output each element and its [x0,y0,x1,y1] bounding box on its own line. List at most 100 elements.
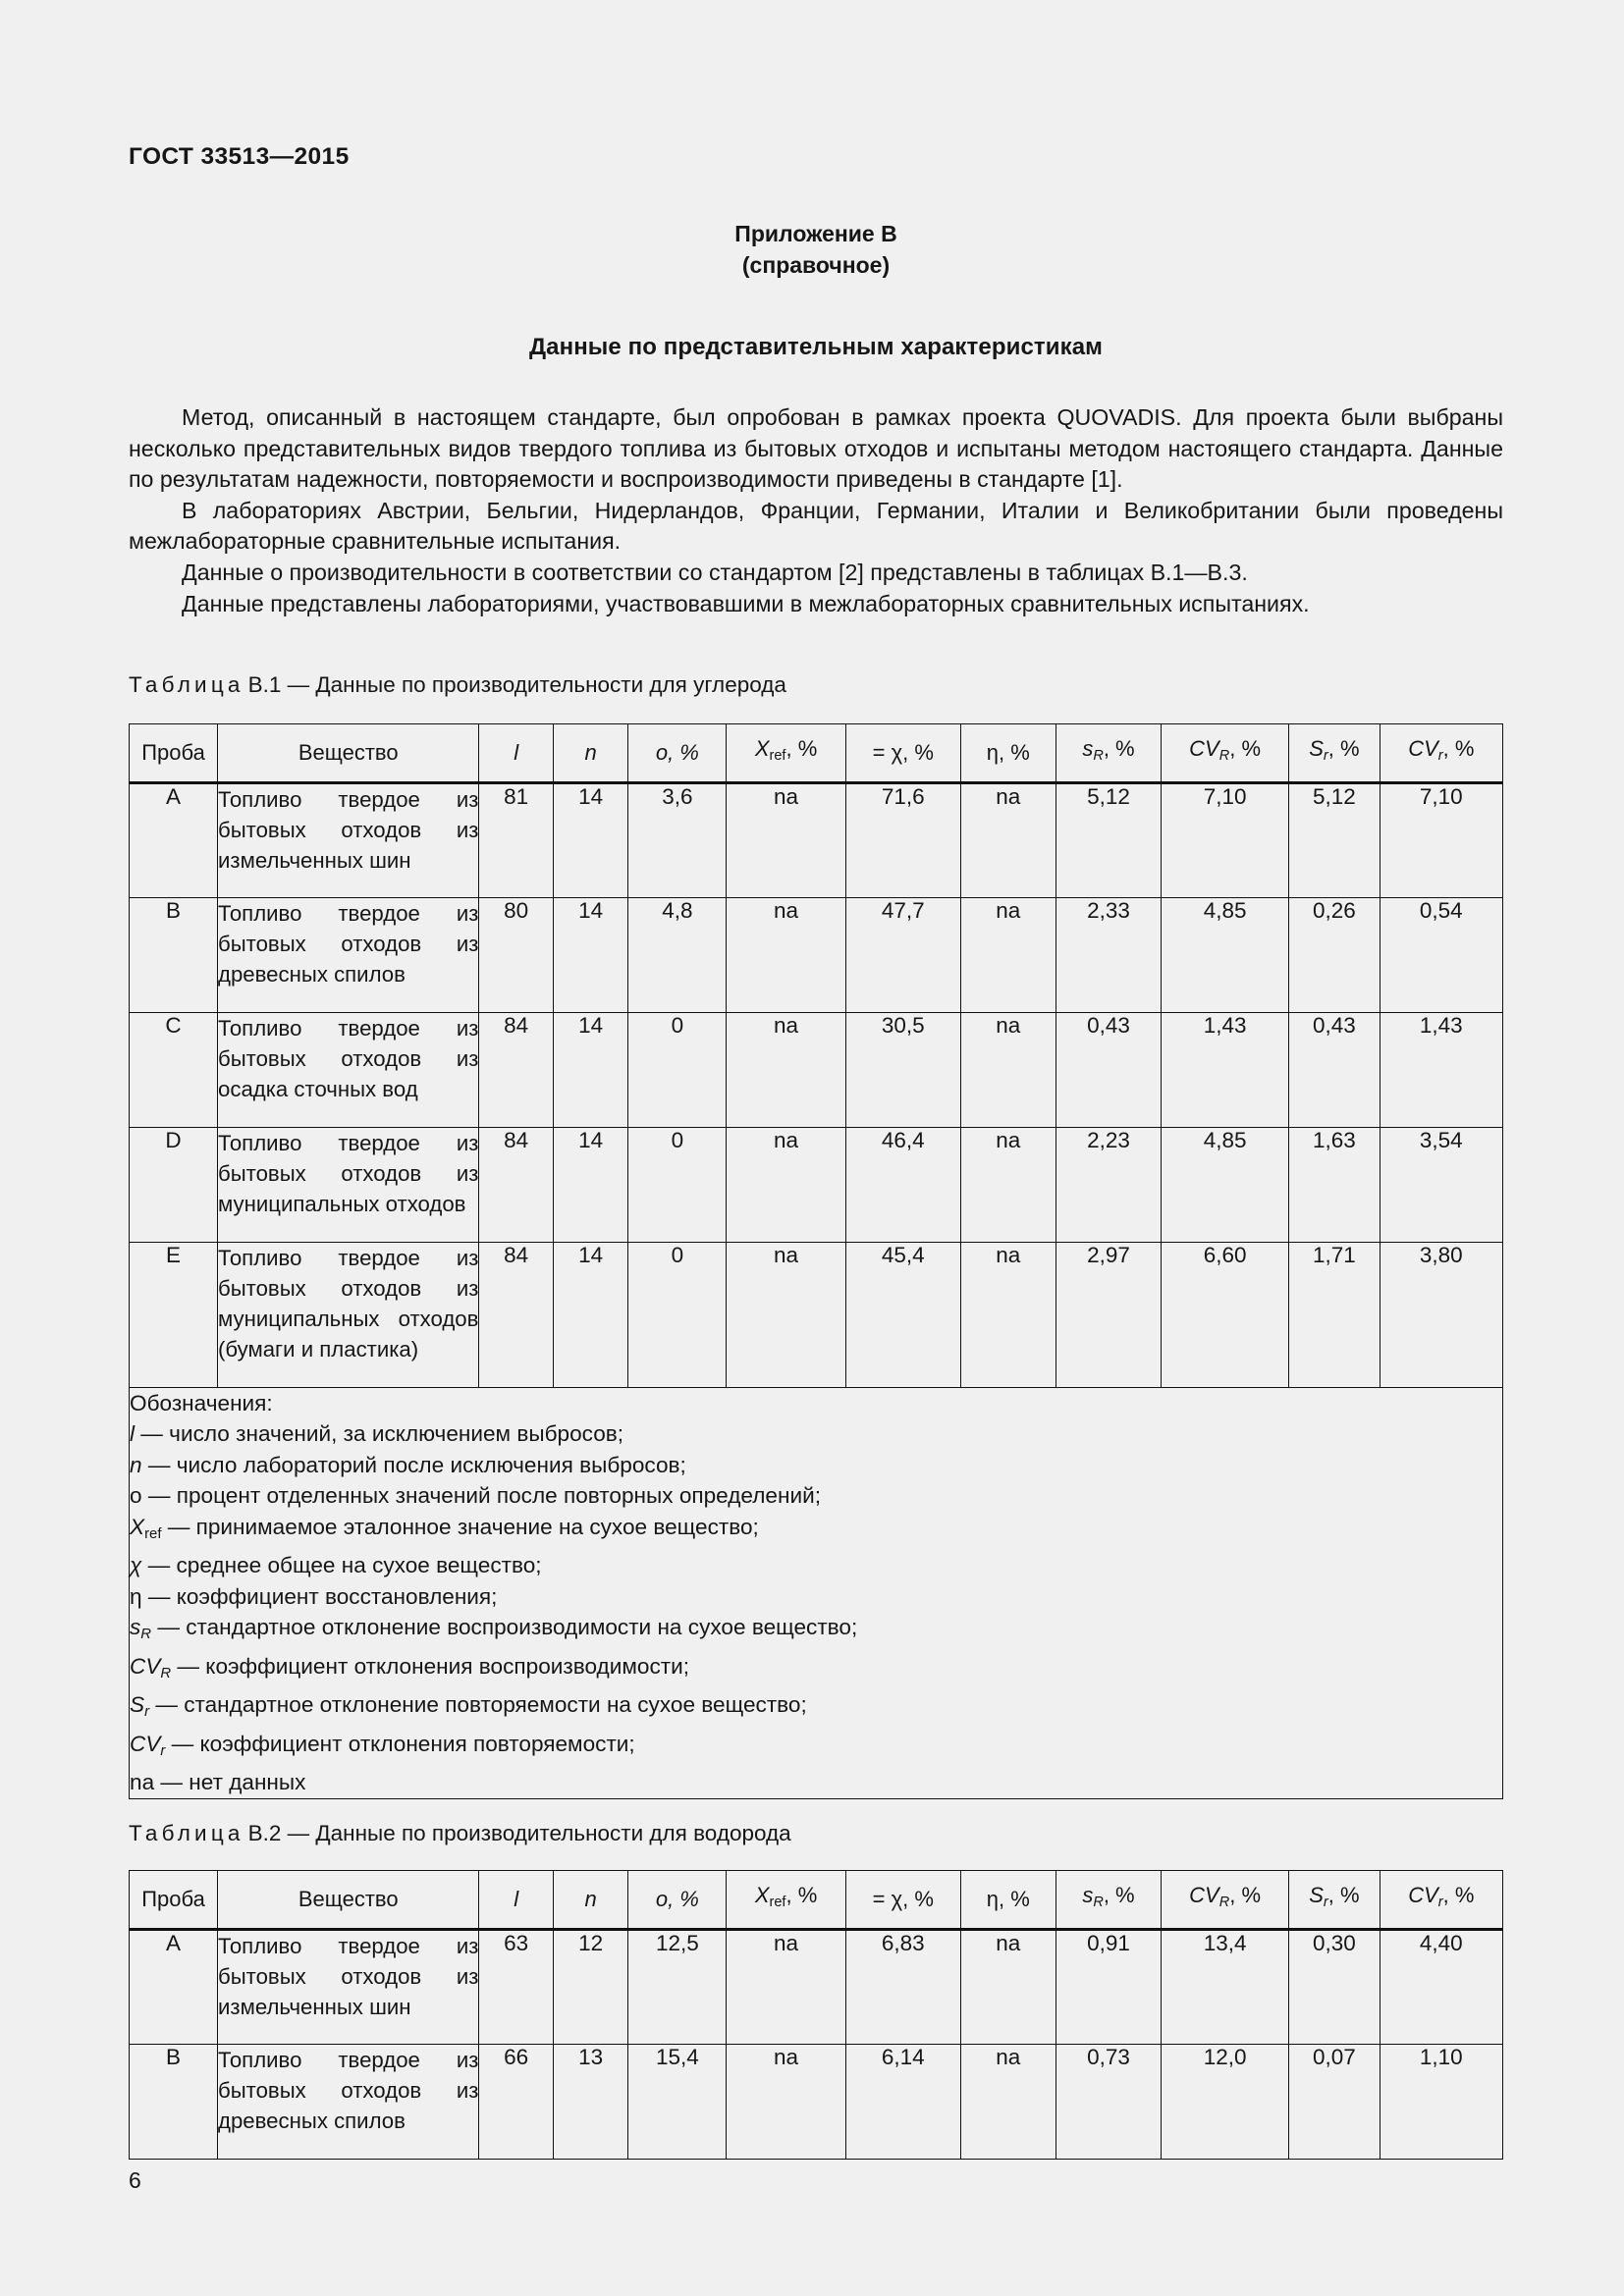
col-header-chi: = χ, % [844,722,961,785]
table-row: E Топливо твердое из бытовых отходов из м… [128,1242,1504,1389]
legend-item: l — число значений, за исключением выбро… [130,1421,624,1447]
cell-l: 81 [478,782,554,899]
cell-chi: 47,7 [844,897,961,1014]
cell-sr: 2,33 [1055,897,1163,1014]
cell-srr: 0,07 [1288,2044,1380,2161]
cell-chi: 45,4 [844,1242,961,1389]
cell-n: 14 [552,1127,629,1244]
cell-cvrr: 7,10 [1379,782,1504,899]
cell-sr: 2,97 [1055,1242,1163,1389]
cell-substance: Топливо твердое из бытовых отходов из из… [217,782,480,899]
cell-cvrr: 1,10 [1379,2044,1504,2161]
cell-sr: 0,43 [1055,1012,1163,1129]
table-row: B Топливо твердое из бытовых отходов из д… [128,2044,1504,2161]
cell-o: 0 [627,1012,728,1129]
cell-cvrr: 0,54 [1379,897,1504,1014]
cell-srr: 1,71 [1288,1242,1380,1389]
cell-chi: 6,14 [844,2044,961,2161]
cell-cvr: 7,10 [1161,782,1290,899]
cell-srr: 1,63 [1288,1127,1380,1244]
paragraph-2: В лабораториях Австрии, Бельгии, Нидерла… [129,497,1503,555]
col-header-srr: Sr, % [1288,722,1380,785]
page-number: 6 [129,2167,141,2193]
paragraph-3: Данные о производительности в соответств… [182,559,1248,585]
table-b1-container: Проба Вещество l n o, % Xref, % = χ, % η… [128,722,1504,1799]
table-b1-header-row: Проба Вещество l n o, % Xref, % = χ, % η… [128,722,1504,785]
cell-o: 3,6 [627,782,728,899]
paragraph-1: Метод, описанный в настоящем стандарте, … [129,404,1503,493]
cell-o: 4,8 [627,897,728,1014]
cell-srr: 0,30 [1288,1929,1380,2046]
table-b2-caption-word: Таблица [129,1821,244,1845]
legend-item: na — нет данных [130,1770,306,1795]
table-b2: Проба Вещество l n o, % Xref, % = χ, % η… [128,1869,1504,2161]
table-b2-caption-number: В.2 [247,1821,282,1845]
cell-sr: 0,91 [1055,1929,1163,2046]
table-b1-caption-number: В.1 [247,672,282,697]
col-header-xref: Xref, % [726,722,846,785]
cell-sr: 2,23 [1055,1127,1163,1244]
cell-l: 84 [478,1127,554,1244]
table-b1-caption-text: — Данные по производительности для углер… [287,672,786,697]
cell-chi: 30,5 [844,1012,961,1129]
col-header-o: o, % [627,1869,728,1932]
col-header-l: l [478,722,554,785]
appendix-header: Приложение В (справочное) [129,218,1503,281]
cell-n: 14 [552,1242,629,1389]
table-b1: Проба Вещество l n o, % Xref, % = χ, % η… [128,722,1504,1799]
cell-cvr: 6,60 [1161,1242,1290,1389]
cell-substance: Топливо твердое из бытовых отходов из ос… [217,1012,480,1129]
cell-sample: E [128,1242,219,1389]
cell-l: 63 [478,1929,554,2046]
col-header-substance: Вещество [217,722,480,785]
table-row: D Топливо твердое из бытовых отходов из м… [128,1127,1504,1244]
running-header-standard-id: ГОСТ 33513—2015 [129,143,350,170]
legend-item: sR — стандартное отклонение воспроизводи… [130,1615,858,1643]
col-header-substance: Вещество [217,1869,480,1932]
paragraph-4: Данные представлены лабораториями, участ… [182,590,1310,616]
table-b1-caption: Таблица В.1 — Данные по производительност… [129,671,786,699]
cell-cvr: 4,85 [1161,897,1290,1014]
legend-item: Sr — стандартное отклонение повторяемост… [130,1692,807,1721]
table-b1-caption-word: Таблица [129,672,244,697]
col-header-n: n [552,722,629,785]
cell-srr: 0,43 [1288,1012,1380,1129]
table-b2-header-row: Проба Вещество l n o, % Xref, % = χ, % η… [128,1869,1504,1932]
cell-xref: na [726,782,846,899]
cell-sample: A [128,1929,219,2046]
cell-substance: Топливо твердое из бытовых отходов из из… [217,1929,480,2046]
table-b2-container: Проба Вещество l n o, % Xref, % = χ, % η… [128,1869,1504,2161]
cell-eta: na [959,1012,1056,1129]
col-header-srr: Sr, % [1288,1869,1380,1932]
col-header-cvr: CVR, % [1161,722,1290,785]
col-header-l: l [478,1869,554,1932]
cell-sr: 0,73 [1055,2044,1163,2161]
cell-xref: na [726,1929,846,2046]
cell-xref: na [726,2044,846,2161]
intro-body-text: Метод, описанный в настоящем стандарте, … [129,402,1503,619]
cell-srr: 0,26 [1288,897,1380,1014]
col-header-cvrr: CVr, % [1379,722,1504,785]
cell-xref: na [726,897,846,1014]
cell-substance: Топливо твердое из бытовых отходов из му… [217,1242,480,1389]
cell-eta: na [959,1929,1056,2046]
cell-srr: 5,12 [1288,782,1380,899]
cell-xref: na [726,1012,846,1129]
cell-cvrr: 1,43 [1379,1012,1504,1129]
col-header-eta: η, % [959,1869,1056,1932]
cell-sample: B [128,2044,219,2161]
cell-cvrr: 3,80 [1379,1242,1504,1389]
table-b2-caption: Таблица В.2 — Данные по производительност… [129,1820,791,1847]
legend-item: Xref — принимаемое эталонное значение на… [130,1514,759,1542]
legend-item: CVR — коэффициент отклонения воспроизвод… [130,1653,689,1682]
col-header-sr: sR, % [1055,1869,1163,1932]
cell-eta: na [959,897,1056,1014]
cell-cvrr: 3,54 [1379,1127,1504,1244]
cell-substance: Топливо твердое из бытовых отходов из др… [217,897,480,1014]
cell-n: 12 [552,1929,629,2046]
legend-item: χ — среднее общее на сухое вещество; [130,1553,542,1578]
cell-cvr: 12,0 [1161,2044,1290,2161]
col-header-chi: = χ, % [844,1869,961,1932]
cell-xref: na [726,1242,846,1389]
